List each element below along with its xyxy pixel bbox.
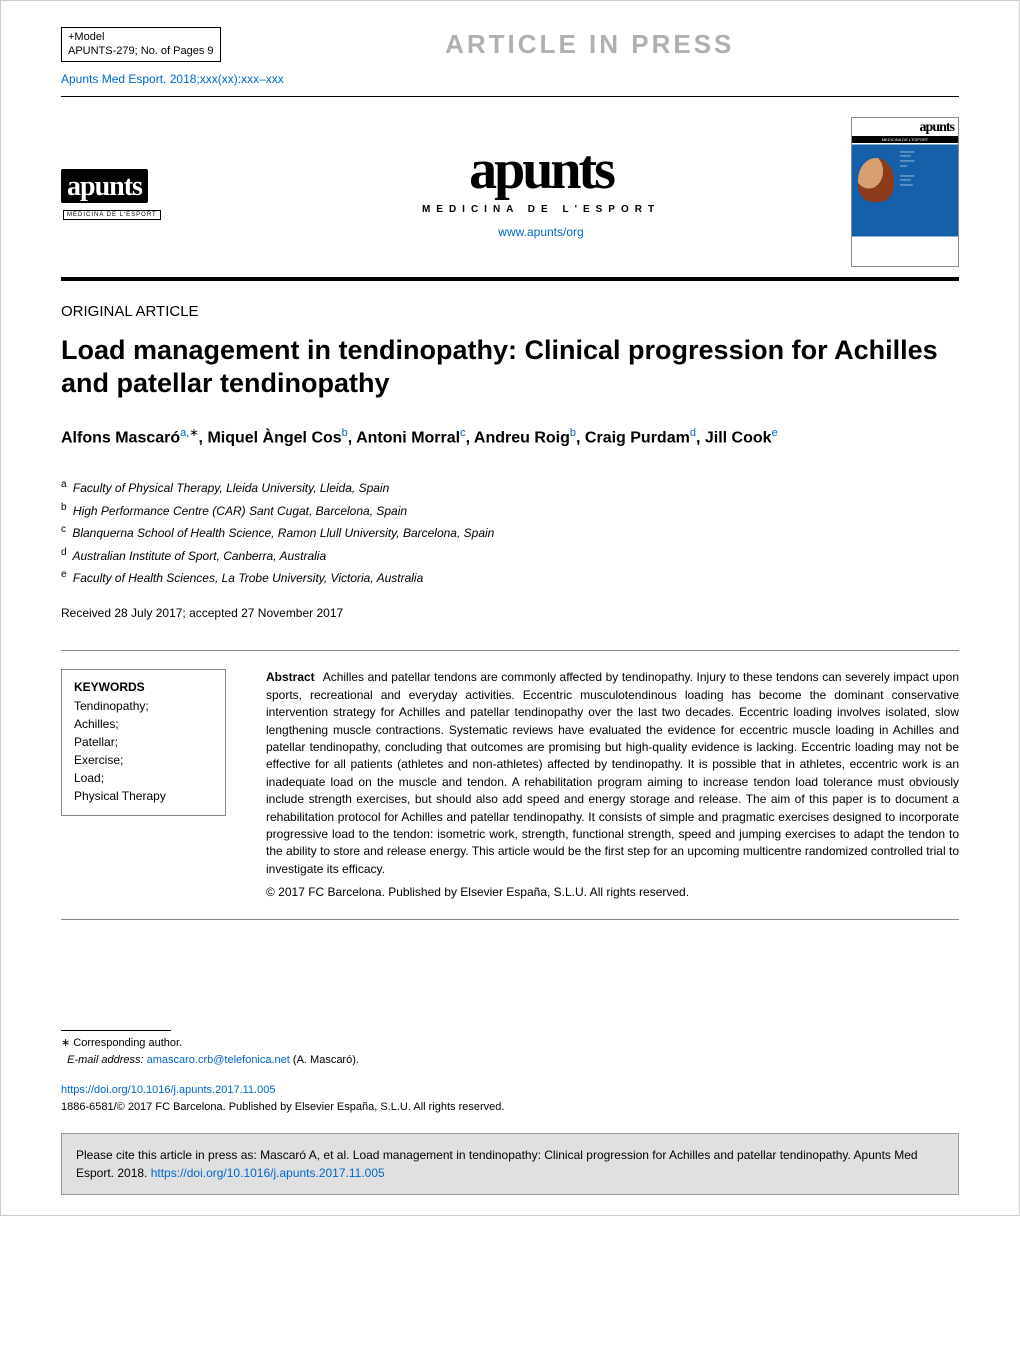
corresponding-author-note: ∗ Corresponding author.	[61, 1035, 959, 1052]
email-line: E-mail address: amascaro.crb@telefonica.…	[61, 1052, 959, 1069]
doi-block: https://doi.org/10.1016/j.apunts.2017.11…	[61, 1082, 959, 1115]
article-in-press-banner: ARTICLE IN PRESS	[211, 27, 969, 60]
affiliation-item: d Australian Institute of Sport, Canberr…	[61, 544, 959, 566]
header-row: +Model APUNTS-279; No. of Pages 9 ARTICL…	[61, 27, 959, 62]
journal-url-link[interactable]: www.apunts/org	[498, 225, 583, 239]
keyword-item: Exercise;	[74, 751, 213, 769]
page: +Model APUNTS-279; No. of Pages 9 ARTICL…	[0, 0, 1020, 1216]
email-label: E-mail address:	[67, 1054, 143, 1066]
logo-wordmark-small: apunts	[61, 169, 148, 203]
author-list: Alfons Mascaróa,∗, Miquel Àngel Cosb, An…	[61, 425, 959, 450]
keywords-list: Tendinopathy;Achilles;Patellar;Exercise;…	[74, 697, 213, 805]
keyword-item: Achilles;	[74, 715, 213, 733]
affiliation-item: e Faculty of Health Sciences, La Trobe U…	[61, 566, 959, 588]
abstract-body: Achilles and patellar tendons are common…	[266, 670, 959, 875]
keywords-heading: KEYWORDS	[74, 680, 213, 694]
journal-cover-thumbnail: apunts MEDICINA DE L'ESPORT ━━━━━━━━━━━━…	[851, 117, 959, 267]
citation-preview: Apunts Med Esport. 2018;xxx(xx):xxx–xxx	[61, 72, 959, 86]
affiliation-item: b High Performance Centre (CAR) Sant Cug…	[61, 499, 959, 521]
article-title: Load management in tendinopathy: Clinica…	[61, 334, 959, 402]
footnote-separator	[61, 1030, 171, 1031]
model-line-1: +Model	[68, 30, 214, 44]
abstract-label: Abstract	[266, 670, 315, 684]
article-dates: Received 28 July 2017; accepted 27 Novem…	[61, 606, 959, 620]
cover-title: apunts	[920, 120, 954, 136]
journal-logo-small: apunts MEDICINA DE L'ESPORT	[61, 169, 231, 215]
affiliation-item: a Faculty of Physical Therapy, Lleida Un…	[61, 476, 959, 498]
cover-text-lines: ━━━━━━━━━━━━━━━━━━━━━━━━━━━━━━━━━━━━━━━━…	[900, 150, 954, 188]
keyword-item: Tendinopathy;	[74, 697, 213, 715]
logo-wordmark-big: apunts	[231, 142, 851, 198]
journal-logo-center: apunts MEDICINA DE L'ESPORT www.apunts/o…	[231, 142, 851, 241]
model-line-2: APUNTS-279; No. of Pages 9	[68, 44, 214, 58]
email-link[interactable]: amascaro.crb@telefonica.net	[147, 1054, 290, 1066]
model-info-box: +Model APUNTS-279; No. of Pages 9	[61, 27, 221, 62]
logo-subline-big: MEDICINA DE L'ESPORT	[231, 204, 851, 215]
doi-link[interactable]: https://doi.org/10.1016/j.apunts.2017.11…	[61, 1084, 275, 1096]
issn-copyright: 1886-6581/© 2017 FC Barcelona. Published…	[61, 1101, 504, 1113]
cover-image-icon	[858, 158, 894, 202]
email-suffix: (A. Mascaró).	[293, 1054, 359, 1066]
rule-thick	[61, 277, 959, 281]
keywords-column: KEYWORDS Tendinopathy;Achilles;Patellar;…	[61, 651, 226, 919]
affiliation-list: a Faculty of Physical Therapy, Lleida Un…	[61, 476, 959, 588]
cover-sub: MEDICINA DE L'ESPORT	[852, 136, 958, 143]
cite-this-article-box: Please cite this article in press as: Ma…	[61, 1133, 959, 1195]
keyword-item: Physical Therapy	[74, 787, 213, 805]
rule-top	[61, 96, 959, 97]
journal-header: apunts MEDICINA DE L'ESPORT apunts MEDIC…	[61, 103, 959, 277]
affiliation-item: c Blanquerna School of Health Science, R…	[61, 521, 959, 543]
keyword-item: Patellar;	[74, 733, 213, 751]
keywords-box: KEYWORDS Tendinopathy;Achilles;Patellar;…	[61, 669, 226, 816]
abstract-column: AbstractAchilles and patellar tendons ar…	[266, 650, 959, 919]
abstract-block: KEYWORDS Tendinopathy;Achilles;Patellar;…	[61, 650, 959, 920]
logo-subline-small: MEDICINA DE L'ESPORT	[63, 210, 161, 220]
abstract-copyright: © 2017 FC Barcelona. Published by Elsevi…	[266, 884, 959, 901]
cite-doi-link[interactable]: https://doi.org/10.1016/j.apunts.2017.11…	[151, 1166, 385, 1180]
section-label: ORIGINAL ARTICLE	[61, 303, 959, 320]
keyword-item: Load;	[74, 769, 213, 787]
footnotes: ∗ Corresponding author. E-mail address: …	[61, 1035, 959, 1068]
